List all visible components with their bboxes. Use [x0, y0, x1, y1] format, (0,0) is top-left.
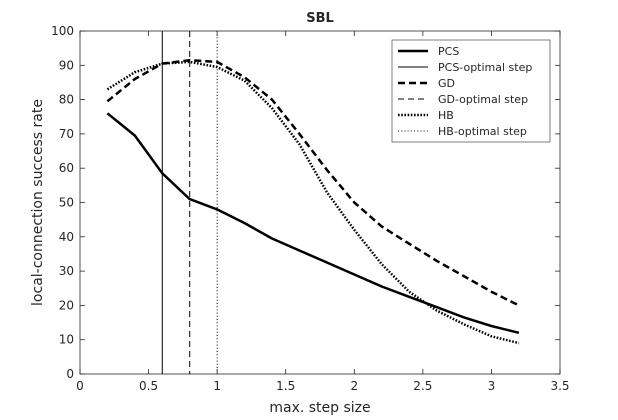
legend-label-pcs-optimal-step: PCS-optimal step	[438, 61, 532, 74]
x-tick-label: 1.5	[276, 379, 295, 393]
x-tick-label: 0.5	[139, 379, 158, 393]
legend-label-hb-optimal-step: HB-optimal step	[438, 125, 527, 138]
y-tick-label: 90	[59, 58, 74, 72]
x-tick-label: 1	[213, 379, 221, 393]
y-axis-label: local-connection success rate	[30, 99, 46, 306]
x-tick-label: 3	[488, 379, 496, 393]
y-tick-label: 0	[66, 367, 74, 381]
legend-label-gd-optimal-step: GD-optimal step	[438, 93, 528, 106]
y-tick-label: 50	[59, 196, 74, 210]
y-tick-label: 70	[59, 127, 74, 141]
y-tick-label: 80	[59, 93, 74, 107]
x-ticks: 0 0.5 1 1.5 2 2.5 3 3.5	[76, 31, 570, 393]
series-pcs-line	[106, 112, 520, 335]
y-tick-label: 30	[59, 264, 74, 278]
y-tick-label: 20	[59, 298, 74, 312]
series-hb-line	[106, 60, 520, 345]
x-tick-label: 2.5	[413, 379, 432, 393]
y-tick-label: 10	[59, 333, 74, 347]
y-tick-label: 40	[59, 230, 74, 244]
plot-area: 0 0.5 1 1.5 2 2.5 3 3.5 0 10 20 30 40 50 60 70 80 90 100	[51, 24, 569, 393]
y-tick-label: 100	[51, 24, 74, 38]
x-tick-label: 2	[350, 379, 358, 393]
series-lines	[106, 58, 520, 345]
optimal-step-lines	[161, 31, 218, 374]
legend-label-gd: GD	[438, 77, 455, 90]
legend-box	[391, 39, 551, 143]
legend-label-hb: HB	[438, 109, 454, 122]
x-tick-label: 3.5	[550, 379, 569, 393]
x-tick-label: 0	[76, 379, 84, 393]
x-axis-label: max. step size	[269, 400, 370, 416]
chart-title: SBL	[306, 11, 334, 26]
y-tick-label: 60	[59, 161, 74, 175]
y-ticks: 0 10 20 30 40 50 60 70 80 90 100	[51, 24, 560, 381]
legend: PCS PCS-optimal step GD GD-optimal step HB HB…	[391, 39, 551, 143]
legend-label-pcs: PCS	[438, 45, 459, 58]
